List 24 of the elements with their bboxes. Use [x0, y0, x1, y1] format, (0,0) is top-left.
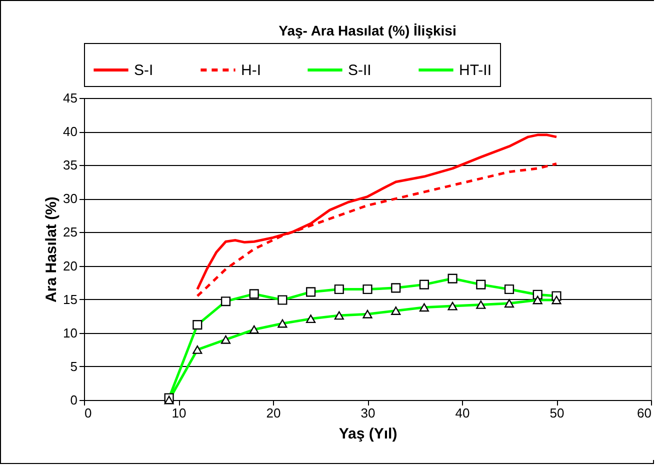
x-tick-label: 20 — [266, 406, 281, 420]
y-tick-label: 35 — [63, 158, 78, 173]
y-tick-label: 40 — [63, 124, 78, 140]
legend-label: H-I — [241, 62, 261, 79]
x-tick-label: 50 — [550, 406, 564, 420]
x-tick-label: 0 — [84, 406, 92, 420]
y-tick-label: 15 — [63, 292, 78, 307]
x-tick-label: 60 — [637, 406, 652, 420]
legend-label: S-I — [134, 62, 154, 79]
y-tick-label: 0 — [70, 392, 78, 408]
x-tick-label: 30 — [360, 406, 376, 420]
legend-label: HT-II — [459, 62, 492, 79]
x-tick-label: 10 — [172, 406, 186, 420]
legend-label: S-II — [348, 62, 372, 79]
y-tick-label: 30 — [63, 191, 78, 206]
y-tick-label: 25 — [63, 224, 78, 240]
x-axis-title: Yaş (Yıl) — [338, 426, 398, 442]
y-tick-label: 45 — [63, 90, 78, 106]
y-tick-label: 5 — [70, 358, 78, 374]
y-tick-label: 10 — [63, 325, 78, 340]
x-tick-label: 40 — [455, 406, 470, 420]
y-axis-title: Ara Hasılat (%) — [43, 196, 60, 302]
chart-title: Yaş- Ara Hasılat (%) İlişkisi — [278, 22, 456, 38]
y-tick-label: 20 — [63, 258, 78, 274]
